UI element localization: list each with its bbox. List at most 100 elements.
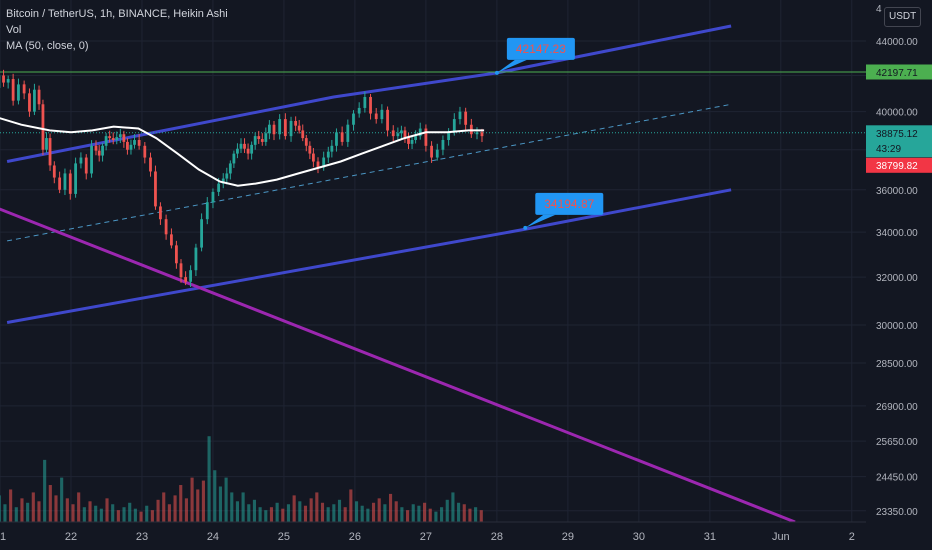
- candle-body: [63, 173, 67, 190]
- volume-bar: [292, 495, 296, 522]
- candle-body: [480, 132, 484, 137]
- volume-bar: [474, 507, 478, 522]
- volume-bar: [247, 504, 251, 522]
- candle-body: [104, 136, 108, 146]
- candle-body: [316, 161, 320, 168]
- volume-bar: [230, 492, 234, 522]
- candle-body: [441, 139, 445, 150]
- candle-body: [122, 134, 126, 142]
- volume-bar: [156, 499, 160, 522]
- candle-body: [322, 157, 326, 168]
- candle-body: [396, 133, 400, 137]
- candle-body: [407, 137, 410, 144]
- volume-bar: [122, 507, 126, 522]
- volume-bar: [388, 493, 393, 522]
- candle-body: [205, 202, 209, 220]
- candle-body: [391, 130, 395, 137]
- trendline-descending: [0, 207, 796, 522]
- candle-body: [37, 89, 41, 105]
- candle-body: [184, 277, 188, 282]
- candle-body: [111, 138, 115, 141]
- volume-bar: [201, 480, 205, 522]
- volume-bar: [60, 477, 64, 522]
- volume-bar: [82, 507, 86, 522]
- legend-title: Bitcoin / TetherUS, 1h, BINANCE, Heikin …: [6, 8, 228, 20]
- price-tick-label: 30000.00: [876, 321, 918, 332]
- candle-body: [74, 163, 77, 194]
- volume-bar: [9, 489, 13, 522]
- candle-body: [137, 139, 141, 146]
- volume-bar: [252, 499, 257, 522]
- candle-body: [301, 130, 305, 139]
- volume-bar: [377, 498, 381, 522]
- candle-body: [154, 171, 157, 207]
- currency-button[interactable]: USDT: [884, 7, 922, 27]
- current-price-label-countdown: 43:29: [876, 144, 901, 155]
- candle-body: [126, 141, 129, 150]
- candle-body: [149, 157, 152, 172]
- volume-bar: [128, 502, 132, 522]
- candle-body: [283, 119, 287, 137]
- price-tick-label: 26900.00: [876, 402, 918, 413]
- candle-body: [294, 120, 298, 126]
- volume-bar: [349, 489, 353, 522]
- volume-bar: [405, 510, 410, 522]
- callout-pointer: [525, 214, 556, 228]
- volume-bar: [360, 505, 364, 522]
- volume-bar: [111, 504, 115, 522]
- candle-body: [174, 245, 178, 264]
- candle-body: [17, 84, 20, 101]
- callout-label: 42147.23: [516, 42, 566, 56]
- candle-body: [68, 173, 72, 194]
- volume-bar: [105, 498, 109, 522]
- legend-vol: Vol: [6, 24, 22, 36]
- candle-body: [308, 145, 312, 154]
- volume-bar: [451, 492, 455, 522]
- price-tick-label: 32000.00: [876, 273, 918, 284]
- callout-anchor: [494, 70, 499, 75]
- candle-body: [189, 270, 192, 282]
- volume-bar: [281, 508, 285, 522]
- callout-pointer: [496, 59, 527, 73]
- current-price-label-bg: [866, 125, 932, 158]
- volume-bar: [145, 505, 149, 522]
- volume-bar: [14, 507, 18, 522]
- volume-bar: [26, 502, 30, 522]
- volume-bar: [434, 511, 438, 522]
- callout-anchor: [523, 225, 528, 230]
- trendline-mid-channel: [7, 103, 732, 242]
- candle-body: [236, 148, 239, 154]
- volume-bar: [394, 501, 398, 522]
- candle-body: [352, 113, 355, 125]
- volume-bar: [457, 502, 461, 522]
- volume-bar: [440, 507, 444, 522]
- candle-body: [232, 153, 236, 164]
- candle-body: [447, 132, 451, 140]
- candle-body: [179, 263, 183, 278]
- volume-bar: [173, 495, 177, 522]
- time-tick-label: 29: [562, 531, 574, 543]
- volume-bar: [94, 505, 98, 522]
- candle-body: [2, 75, 5, 83]
- candle-body: [58, 177, 62, 190]
- candle-body: [264, 133, 268, 142]
- volume-bar: [445, 499, 449, 522]
- volume-bar: [150, 510, 154, 522]
- time-tick-label: 23: [136, 531, 148, 543]
- volume-bar: [139, 511, 143, 522]
- candle-body: [118, 134, 122, 138]
- volume-bar: [196, 489, 200, 522]
- candle-body: [253, 136, 257, 145]
- candle-body: [380, 109, 384, 120]
- volume-bar: [320, 502, 325, 522]
- candle-body: [101, 145, 104, 156]
- volume-bar: [269, 507, 274, 522]
- candle-body: [418, 128, 422, 137]
- candle-body: [272, 124, 276, 135]
- candle-body: [346, 124, 350, 142]
- volume-bar: [423, 502, 427, 522]
- candle-body: [357, 107, 361, 114]
- candle-body: [45, 138, 48, 150]
